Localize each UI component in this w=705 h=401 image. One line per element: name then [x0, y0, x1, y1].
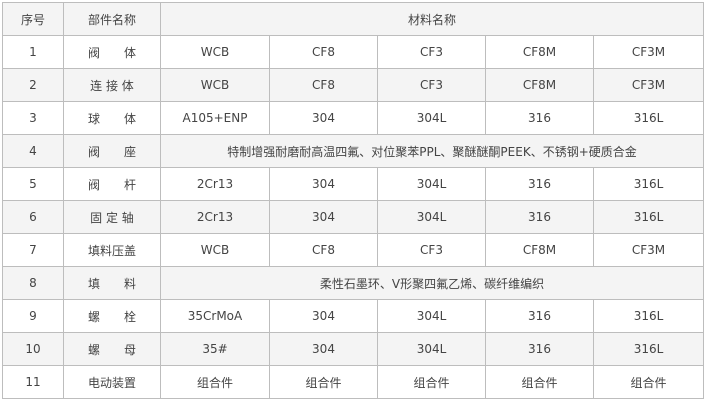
part-name-cell: 阀 体: [63, 35, 161, 69]
material-cell: 304L: [377, 101, 486, 135]
index-cell: 5: [2, 167, 64, 201]
material-cell: CF3M: [592, 35, 705, 69]
part-name-cell: 电动装置: [63, 365, 161, 399]
material-cell: 316L: [592, 200, 705, 234]
part-name-cell: 填料压盖: [63, 233, 161, 267]
material-cell: 316: [485, 332, 594, 366]
index-cell: 1: [2, 35, 64, 69]
material-cell: WCB: [160, 233, 270, 267]
material-cell: CF3M: [592, 233, 705, 267]
material-cell: 316: [485, 167, 594, 201]
table-row: 7 填料压盖 WCB CF8 CF3 CF8M CF3M: [2, 233, 705, 267]
index-cell: 11: [2, 365, 64, 399]
material-cell: CF3: [377, 35, 486, 69]
header-index: 序号: [2, 2, 64, 36]
index-cell: 9: [2, 299, 64, 333]
material-cell: 316: [485, 101, 594, 135]
index-cell: 8: [2, 266, 64, 300]
material-cell: 304L: [377, 332, 486, 366]
material-cell: CF8M: [485, 68, 594, 102]
material-cell: CF8: [269, 68, 378, 102]
material-cell: 316L: [592, 101, 705, 135]
material-cell: CF8: [269, 35, 378, 69]
material-cell: 304: [269, 167, 378, 201]
header-material: 材料名称: [159, 2, 705, 36]
table-row: 10 螺 母 35# 304 304L 316 316L: [2, 332, 705, 366]
material-cell: 304: [269, 200, 378, 234]
table-row: 11 电动装置 组合件 组合件 组合件 组合件 组合件: [2, 365, 705, 399]
part-name-cell: 阀 座: [63, 134, 161, 168]
index-cell: 3: [2, 101, 64, 135]
index-cell: 4: [2, 134, 64, 168]
part-name-cell: 阀 杆: [63, 167, 161, 201]
material-cell: CF8M: [485, 35, 594, 69]
part-name-cell: 螺 栓: [63, 299, 161, 333]
material-cell: 316L: [592, 299, 705, 333]
material-cell: CF3: [377, 68, 486, 102]
material-cell: 304: [269, 101, 378, 135]
material-cell: 组合件: [269, 365, 378, 399]
material-cell: A105+ENP: [160, 101, 270, 135]
index-cell: 2: [2, 68, 64, 102]
material-cell: CF3M: [592, 68, 705, 102]
material-cell: 组合件: [485, 365, 594, 399]
part-name-cell: 球 体: [63, 101, 161, 135]
header-row: 序号 部件名称 材料名称: [2, 2, 705, 36]
material-cell: WCB: [160, 35, 270, 69]
material-cell: 316: [485, 200, 594, 234]
material-cell: 35#: [160, 332, 270, 366]
material-cell: WCB: [160, 68, 270, 102]
index-cell: 10: [2, 332, 64, 366]
index-cell: 7: [2, 233, 64, 267]
material-cell: 组合件: [160, 365, 270, 399]
material-cell: 组合件: [377, 365, 486, 399]
material-cell: 316L: [592, 167, 705, 201]
material-cell: 304L: [377, 299, 486, 333]
material-cell: CF8M: [485, 233, 594, 267]
material-cell: 2Cr13: [160, 167, 270, 201]
material-cell: 35CrMoA: [160, 299, 270, 333]
part-name-cell: 固 定 轴: [63, 200, 161, 234]
part-name-cell: 填 料: [63, 266, 161, 300]
material-cell-merged: 特制增强耐磨耐高温四氟、对位聚苯PPL、聚醚醚酮PEEK、不锈钢+硬质合金: [159, 134, 705, 168]
part-name-cell: 连 接 体: [63, 68, 161, 102]
material-cell: 304: [269, 332, 378, 366]
material-cell: 2Cr13: [160, 200, 270, 234]
material-cell: 316L: [592, 332, 705, 366]
part-name-cell: 螺 母: [63, 332, 161, 366]
material-cell: 组合件: [592, 365, 705, 399]
material-cell: 304L: [377, 167, 486, 201]
material-cell: CF3: [377, 233, 486, 267]
header-part: 部件名称: [63, 2, 161, 36]
index-cell: 6: [2, 200, 64, 234]
material-cell-merged: 柔性石墨环、V形聚四氟乙烯、碳纤维编织: [159, 266, 705, 300]
material-cell: 304: [269, 299, 378, 333]
material-cell: CF8: [269, 233, 378, 267]
material-cell: 304L: [377, 200, 486, 234]
material-cell: 316: [485, 299, 594, 333]
